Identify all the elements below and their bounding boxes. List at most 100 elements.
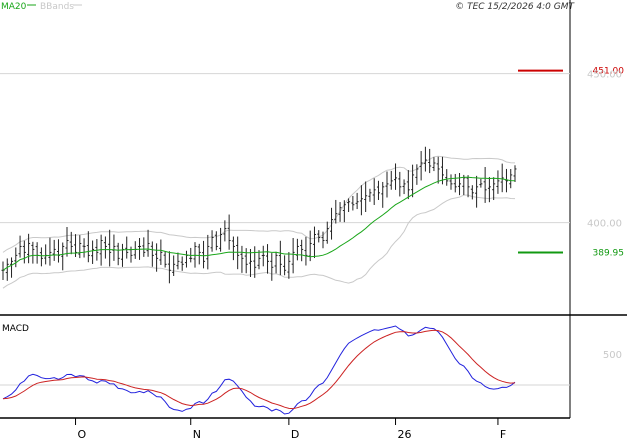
candle-25 [108,229,112,267]
candle-109 [466,175,470,198]
candle-38 [163,251,167,268]
candle-14 [61,242,65,271]
candle-102 [436,156,440,184]
candle-89 [381,181,385,208]
candle-42 [180,256,184,271]
candle-9 [39,247,43,267]
candle-83 [355,192,359,210]
candle-13 [56,239,60,263]
candle-95 [406,170,410,200]
candle-58 [248,248,252,277]
candle-50 [214,231,218,251]
candle-81 [347,198,351,213]
candle-53 [227,214,231,250]
candle-66 [283,255,287,276]
candle-54 [231,236,235,261]
candle-120 [513,165,517,182]
candle-71 [304,236,308,266]
candle-75 [321,231,325,249]
candle-76 [325,221,329,244]
candle-110 [470,185,474,200]
candle-20 [86,231,90,263]
candle-7 [31,241,35,264]
candle-2 [10,257,14,278]
candle-31 [133,241,137,259]
candle-107 [458,173,462,196]
candle-112 [479,178,483,188]
candle-86 [368,188,372,202]
candle-100 [428,148,432,174]
candle-36 [155,243,159,272]
x-tick-label: D [291,428,299,440]
candle-99 [423,146,427,172]
candle-15 [65,226,69,257]
y-axis-ticks: 450.00 400.00 [587,70,622,230]
candle-21 [91,240,95,264]
macd-title: MACD [2,324,29,334]
candle-57 [244,248,248,274]
candle-11 [48,237,52,266]
candle-62 [266,244,270,274]
candle-18 [78,235,82,259]
candle-49 [210,230,214,252]
x-tick-label: 26 [398,428,412,440]
macd-y-tick-label: 500 [603,350,622,361]
candle-0 [1,261,5,280]
candle-118 [504,168,508,193]
candle-94 [402,179,406,195]
candle-4 [18,235,22,258]
moving-average-20 [2,176,516,271]
candle-35 [150,241,154,267]
candle-41 [176,252,180,270]
bollinger-lower-band [2,194,516,289]
candle-91 [389,170,393,190]
candle-74 [317,230,321,243]
candle-101 [432,157,436,172]
candle-104 [445,169,449,186]
macd-line [2,325,516,415]
candle-55 [236,236,240,270]
candle-51 [219,227,223,252]
candle-90 [385,171,389,198]
candle-97 [415,164,419,185]
legend-ma20: MA20 [1,2,27,12]
candle-39 [167,251,171,284]
candle-68 [291,237,295,274]
candle-29 [125,236,129,259]
candle-63 [270,253,274,281]
candle-93 [398,171,402,197]
candle-27 [116,242,120,266]
candle-84 [359,185,363,216]
candle-77 [330,207,334,240]
candle-92 [394,163,398,190]
candle-87 [372,178,376,205]
resistance-label: 451.00 [593,67,625,77]
candle-79 [338,202,342,222]
candle-85 [364,181,368,213]
grid [0,73,570,386]
support-label: 389.95 [593,249,625,259]
candle-78 [334,199,338,224]
candle-56 [240,245,244,273]
x-tick-label: O [78,428,87,440]
macd-signal-line [2,329,516,410]
candle-6 [27,233,31,264]
candle-28 [120,243,124,267]
candle-69 [295,238,299,261]
x-tick-label: F [500,428,506,440]
candle-82 [351,195,355,211]
candle-65 [278,240,282,276]
candle-46 [197,243,201,265]
candle-96 [411,164,415,198]
candle-88 [376,180,380,200]
candle-34 [146,229,150,257]
candle-98 [419,151,423,181]
candle-111 [475,175,479,208]
x-axis-ticks: O N D 26 F [75,418,506,441]
y-tick-label: 400.00 [587,219,622,230]
candle-70 [300,239,304,262]
candle-115 [492,177,496,201]
candle-24 [103,236,107,259]
